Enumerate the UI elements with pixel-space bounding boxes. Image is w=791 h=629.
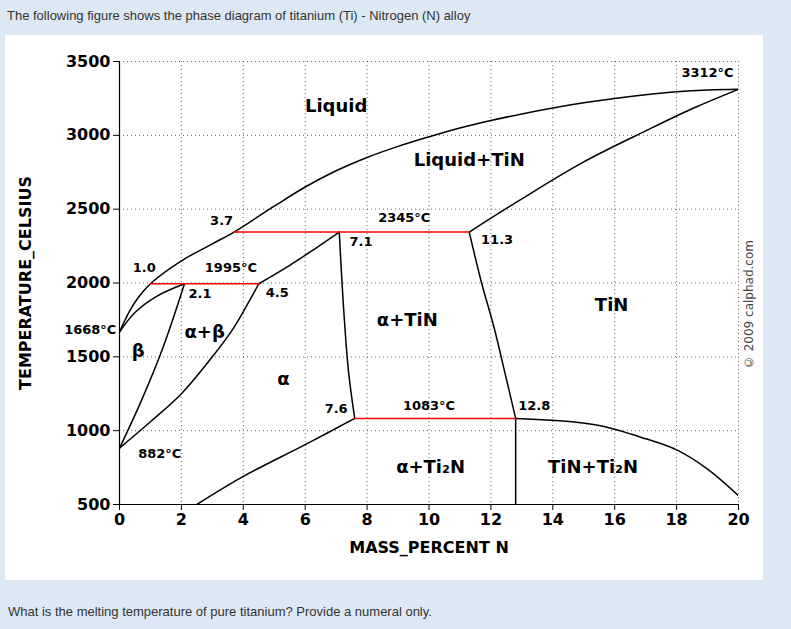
svg-text:1995°C: 1995°C	[205, 260, 257, 275]
svg-text:TiN+Ti₂N: TiN+Ti₂N	[548, 456, 638, 477]
svg-text:2500: 2500	[66, 199, 111, 218]
svg-text:0: 0	[114, 510, 125, 529]
html-text:© 2009 calphad.com: © 2009 calphad.com	[742, 240, 756, 370]
svg-text:7.1: 7.1	[349, 234, 372, 249]
svg-text:α+Ti₂N: α+Ti₂N	[396, 456, 465, 477]
svg-text:882°C: 882°C	[138, 446, 181, 461]
svg-text:4.5: 4.5	[266, 285, 289, 300]
svg-text:2345°C: 2345°C	[378, 210, 430, 225]
svg-text:10: 10	[418, 510, 440, 529]
svg-text:TEMPERATURE_CELSIUS: TEMPERATURE_CELSIUS	[16, 176, 35, 390]
svg-text:14: 14	[542, 510, 564, 529]
html-text:The following figure shows the: The following figure shows the phase dia…	[7, 8, 471, 23]
svg-text:7.6: 7.6	[325, 401, 348, 416]
svg-text:β: β	[132, 340, 145, 361]
svg-text:16: 16	[604, 510, 626, 529]
svg-text:20: 20	[727, 510, 749, 529]
svg-text:6: 6	[300, 510, 311, 529]
svg-text:TiN: TiN	[595, 294, 629, 315]
svg-text:1668°C: 1668°C	[64, 322, 116, 337]
svg-text:2.1: 2.1	[188, 286, 211, 301]
svg-text:3500: 3500	[66, 52, 111, 71]
svg-text:8: 8	[362, 510, 373, 529]
svg-text:α: α	[277, 368, 289, 389]
svg-text:Liquid: Liquid	[305, 95, 367, 116]
svg-text:2000: 2000	[66, 273, 111, 292]
svg-text:1500: 1500	[66, 347, 111, 366]
svg-text:α+TiN: α+TiN	[377, 309, 438, 330]
svg-text:α+β: α+β	[184, 321, 224, 342]
svg-text:3000: 3000	[66, 125, 111, 144]
svg-text:2: 2	[176, 510, 187, 529]
svg-text:MASS_PERCENT N: MASS_PERCENT N	[349, 538, 509, 557]
svg-text:1000: 1000	[66, 421, 111, 440]
html-text:What is the melting temperatur: What is the melting temperature of pure …	[8, 604, 432, 619]
svg-text:11.3: 11.3	[481, 232, 513, 247]
svg-text:12: 12	[480, 510, 502, 529]
svg-text:12.8: 12.8	[518, 398, 550, 413]
svg-text:3.7: 3.7	[210, 213, 233, 228]
svg-text:3312°C: 3312°C	[681, 65, 733, 80]
svg-text:18: 18	[665, 510, 687, 529]
svg-text:1.0: 1.0	[133, 260, 156, 275]
svg-text:1083°C: 1083°C	[403, 398, 455, 413]
svg-text:4: 4	[238, 510, 249, 529]
svg-text:500: 500	[77, 495, 110, 514]
svg-text:Liquid+TiN: Liquid+TiN	[414, 149, 525, 170]
